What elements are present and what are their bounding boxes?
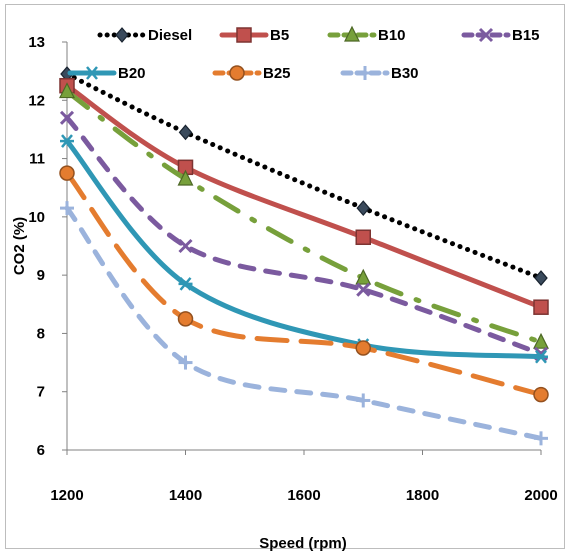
series-b15 (59, 110, 549, 361)
legend-label: B10 (378, 27, 406, 44)
legend-item-b5: B5 (219, 27, 289, 44)
series-line-b20 (64, 138, 544, 360)
series-line-b25 (64, 170, 544, 398)
legend: Diesel B5 B10 B15 B20 B25 B30 (67, 25, 540, 82)
x-tick-label: 1600 (287, 487, 320, 504)
x-tick-label: 1200 (50, 487, 83, 504)
legend-label: B25 (263, 65, 291, 82)
legend-item-b10: B10 (327, 25, 406, 44)
series-line-b10 (64, 89, 544, 345)
data-point-b25 (177, 311, 194, 327)
legend-label: B5 (270, 27, 289, 44)
y-tick-label: 12 (28, 92, 45, 109)
y-tick-label: 13 (28, 34, 45, 51)
y-tick-label: 6 (37, 442, 45, 459)
series-line-b15 (64, 115, 544, 357)
y-axis-title: CO2 (%) (11, 217, 28, 275)
legend-marker-b15 (478, 27, 494, 43)
legend-label: B20 (118, 65, 146, 82)
legend-marker-b10 (344, 25, 360, 42)
data-point-b25 (355, 340, 371, 356)
y-tick-label: 10 (28, 209, 45, 226)
legend-marker-diesel (115, 27, 129, 43)
data-point-b15 (356, 282, 371, 297)
legend-label: B30 (391, 65, 419, 82)
data-point-b5 (355, 229, 371, 246)
legend-item-b15: B15 (461, 27, 540, 44)
x-tick-label: 1400 (169, 487, 202, 504)
series-line-b30 (64, 205, 544, 441)
legend-item-b30: B30 (340, 65, 419, 82)
tick-layer: 6 7 8 9 10 11 12 13 1200 1400 1600 1800 2000 (28, 34, 557, 504)
data-point-b20 (178, 277, 193, 291)
y-tick-label: 11 (29, 151, 45, 168)
series-b30 (60, 201, 548, 446)
data-point-b15 (59, 110, 75, 125)
legend-item-diesel: Diesel (97, 27, 192, 44)
chart-frame (5, 4, 565, 549)
data-point-diesel (534, 270, 548, 286)
data-point-b30 (356, 393, 371, 408)
legend-item-b25: B25 (212, 65, 291, 82)
legend-label: B15 (512, 27, 540, 44)
data-point-b30 (534, 431, 548, 446)
data-point-b30 (178, 355, 193, 370)
series-line-diesel (64, 71, 544, 281)
series-layer (59, 66, 549, 446)
data-point-b5 (533, 299, 549, 315)
legend-marker-b30 (358, 66, 372, 80)
x-tick-label: 1800 (406, 487, 439, 504)
legend-marker-b5 (236, 27, 252, 43)
data-point-b30 (60, 201, 74, 216)
data-point-b25 (59, 165, 75, 181)
series-b25 (59, 165, 549, 403)
data-point-diesel (356, 200, 371, 217)
series-b10 (59, 82, 549, 349)
legend-label: Diesel (148, 27, 192, 44)
data-point-b10 (59, 82, 75, 99)
x-axis-title: Speed (rpm) (259, 535, 347, 552)
y-tick-label: 7 (37, 384, 45, 401)
series-diesel (60, 66, 548, 286)
data-point-diesel (178, 124, 193, 141)
data-point-b20 (534, 349, 548, 364)
data-point-b10 (177, 169, 194, 186)
x-tick-label: 2000 (524, 487, 557, 504)
data-point-b10 (533, 332, 549, 349)
series-b5 (59, 77, 549, 315)
data-point-b15 (178, 238, 193, 254)
y-tick-label: 8 (37, 325, 45, 342)
axes (66, 42, 541, 451)
data-point-b25 (533, 386, 549, 403)
y-tick-label: 9 (37, 267, 45, 284)
legend-marker-b25 (229, 65, 245, 81)
data-point-b10 (355, 268, 372, 285)
series-line-b5 (64, 83, 544, 310)
legend-item-b20: B20 (67, 65, 146, 82)
data-point-b20 (60, 134, 74, 148)
legend-marker-b20 (85, 66, 99, 80)
